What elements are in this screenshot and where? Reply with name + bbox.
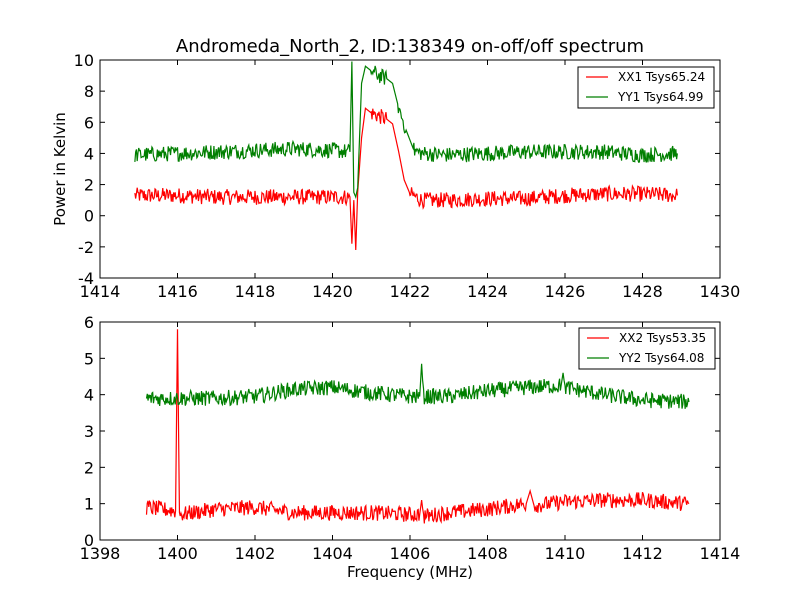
- y-tick-label: 4: [84, 144, 94, 163]
- x-tick-label: 1418: [235, 282, 276, 301]
- x-tick-label: 1408: [467, 544, 508, 563]
- series-line-1-2: [134, 61, 678, 200]
- y-axis-title: Power in Kelvin: [51, 112, 69, 226]
- legend-entry: YY2 Tsys64.08: [618, 351, 704, 365]
- y-tick-label: 4: [84, 386, 94, 405]
- x-tick-label: 1404: [312, 544, 353, 563]
- y-tick-label: -2: [78, 238, 94, 257]
- y-tick-label: 6: [84, 313, 94, 332]
- legend-entry: YY1 Tsys64.99: [617, 90, 703, 104]
- legend: XX1 Tsys65.24 YY1 Tsys64.99: [577, 66, 715, 109]
- x-tick-label: 1416: [157, 282, 198, 301]
- y-tick-label: 0: [84, 207, 94, 226]
- x-tick-label: 1414: [700, 544, 741, 563]
- series-line-2-1: [145, 329, 690, 524]
- x-tick-label: 1412: [622, 544, 663, 563]
- x-axis-title: Frequency (MHz): [347, 563, 473, 581]
- subplot-2: 1398 1400 1402 1404 1406 1408 1410 1412 1414 0 1 2 3…: [80, 313, 741, 581]
- x-tick-label: 1400: [157, 544, 198, 563]
- legend: XX2 Tsys53.35 YY2 Tsys64.08: [578, 327, 716, 370]
- legend-box: [578, 327, 716, 370]
- x-tick-label: 1428: [622, 282, 663, 301]
- x-tick-label: 1402: [235, 544, 276, 563]
- series-line-1-1: [134, 107, 678, 250]
- x-tick-label: 1410: [545, 544, 586, 563]
- x-tick-label: 1398: [80, 544, 121, 563]
- legend-entry: XX1 Tsys65.24: [618, 70, 705, 84]
- series-line-2-2: [145, 363, 690, 409]
- x-tick-label: 1422: [390, 282, 431, 301]
- y-tick-label: 10: [74, 51, 94, 70]
- x-tick-label: 1430: [700, 282, 741, 301]
- x-tick-label: 1420: [312, 282, 353, 301]
- y-tick-label: 0: [84, 531, 94, 550]
- x-tick-label: 1426: [545, 282, 586, 301]
- subplot-1: 1414 1416 1418 1420 1422 1424 1426 1428 1430 -4 -2…: [51, 51, 740, 301]
- figure-title: Andromeda_North_2, ID:138349 on-off/off …: [176, 36, 644, 57]
- y-tick-label: -4: [78, 269, 94, 288]
- y-tick-label: 6: [84, 113, 94, 132]
- y-tick-label: 3: [84, 422, 94, 441]
- legend-box: [577, 66, 715, 109]
- x-tick-label: 1406: [390, 544, 431, 563]
- x-tick-label: 1424: [467, 282, 508, 301]
- y-tick-label: 5: [84, 349, 94, 368]
- y-tick-label: 8: [84, 82, 94, 101]
- y-tick-label: 2: [84, 458, 94, 477]
- y-tick-label: 2: [84, 176, 94, 195]
- legend-entry: XX2 Tsys53.35: [619, 331, 706, 345]
- y-tick-label: 1: [84, 495, 94, 514]
- x-tick-label: 1414: [80, 282, 121, 301]
